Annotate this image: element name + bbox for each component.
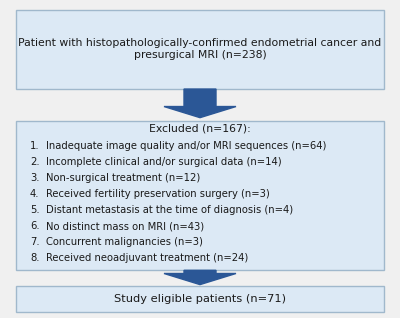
- Text: Excluded (n=167):: Excluded (n=167):: [149, 124, 251, 134]
- Text: 6.: 6.: [30, 221, 40, 232]
- Text: Study eligible patients (n=71): Study eligible patients (n=71): [114, 294, 286, 304]
- Text: 5.: 5.: [30, 205, 40, 215]
- Text: 4.: 4.: [30, 190, 40, 199]
- Text: No distinct mass on MRI (n=43): No distinct mass on MRI (n=43): [46, 221, 204, 232]
- Text: 1.: 1.: [30, 141, 40, 151]
- Text: Non-surgical treatment (n=12): Non-surgical treatment (n=12): [46, 173, 200, 183]
- Text: Concurrent malignancies (n=3): Concurrent malignancies (n=3): [46, 238, 203, 247]
- FancyBboxPatch shape: [16, 121, 384, 270]
- Text: Patient with histopathologically-confirmed endometrial cancer and
presurgical MR: Patient with histopathologically-confirm…: [18, 38, 382, 60]
- Text: Inadequate image quality and/or MRI sequences (n=64): Inadequate image quality and/or MRI sequ…: [46, 141, 326, 151]
- Text: Distant metastasis at the time of diagnosis (n=4): Distant metastasis at the time of diagno…: [46, 205, 293, 215]
- Text: Incomplete clinical and/or surgical data (n=14): Incomplete clinical and/or surgical data…: [46, 157, 282, 167]
- FancyBboxPatch shape: [16, 286, 384, 312]
- Text: Received neoadjuvant treatment (n=24): Received neoadjuvant treatment (n=24): [46, 253, 248, 264]
- Text: Received fertility preservation surgery (n=3): Received fertility preservation surgery …: [46, 190, 270, 199]
- FancyBboxPatch shape: [16, 10, 384, 89]
- Polygon shape: [164, 270, 236, 285]
- Text: 3.: 3.: [30, 173, 40, 183]
- Text: 2.: 2.: [30, 157, 40, 167]
- Text: 7.: 7.: [30, 238, 40, 247]
- Text: 8.: 8.: [30, 253, 40, 264]
- Polygon shape: [164, 89, 236, 118]
